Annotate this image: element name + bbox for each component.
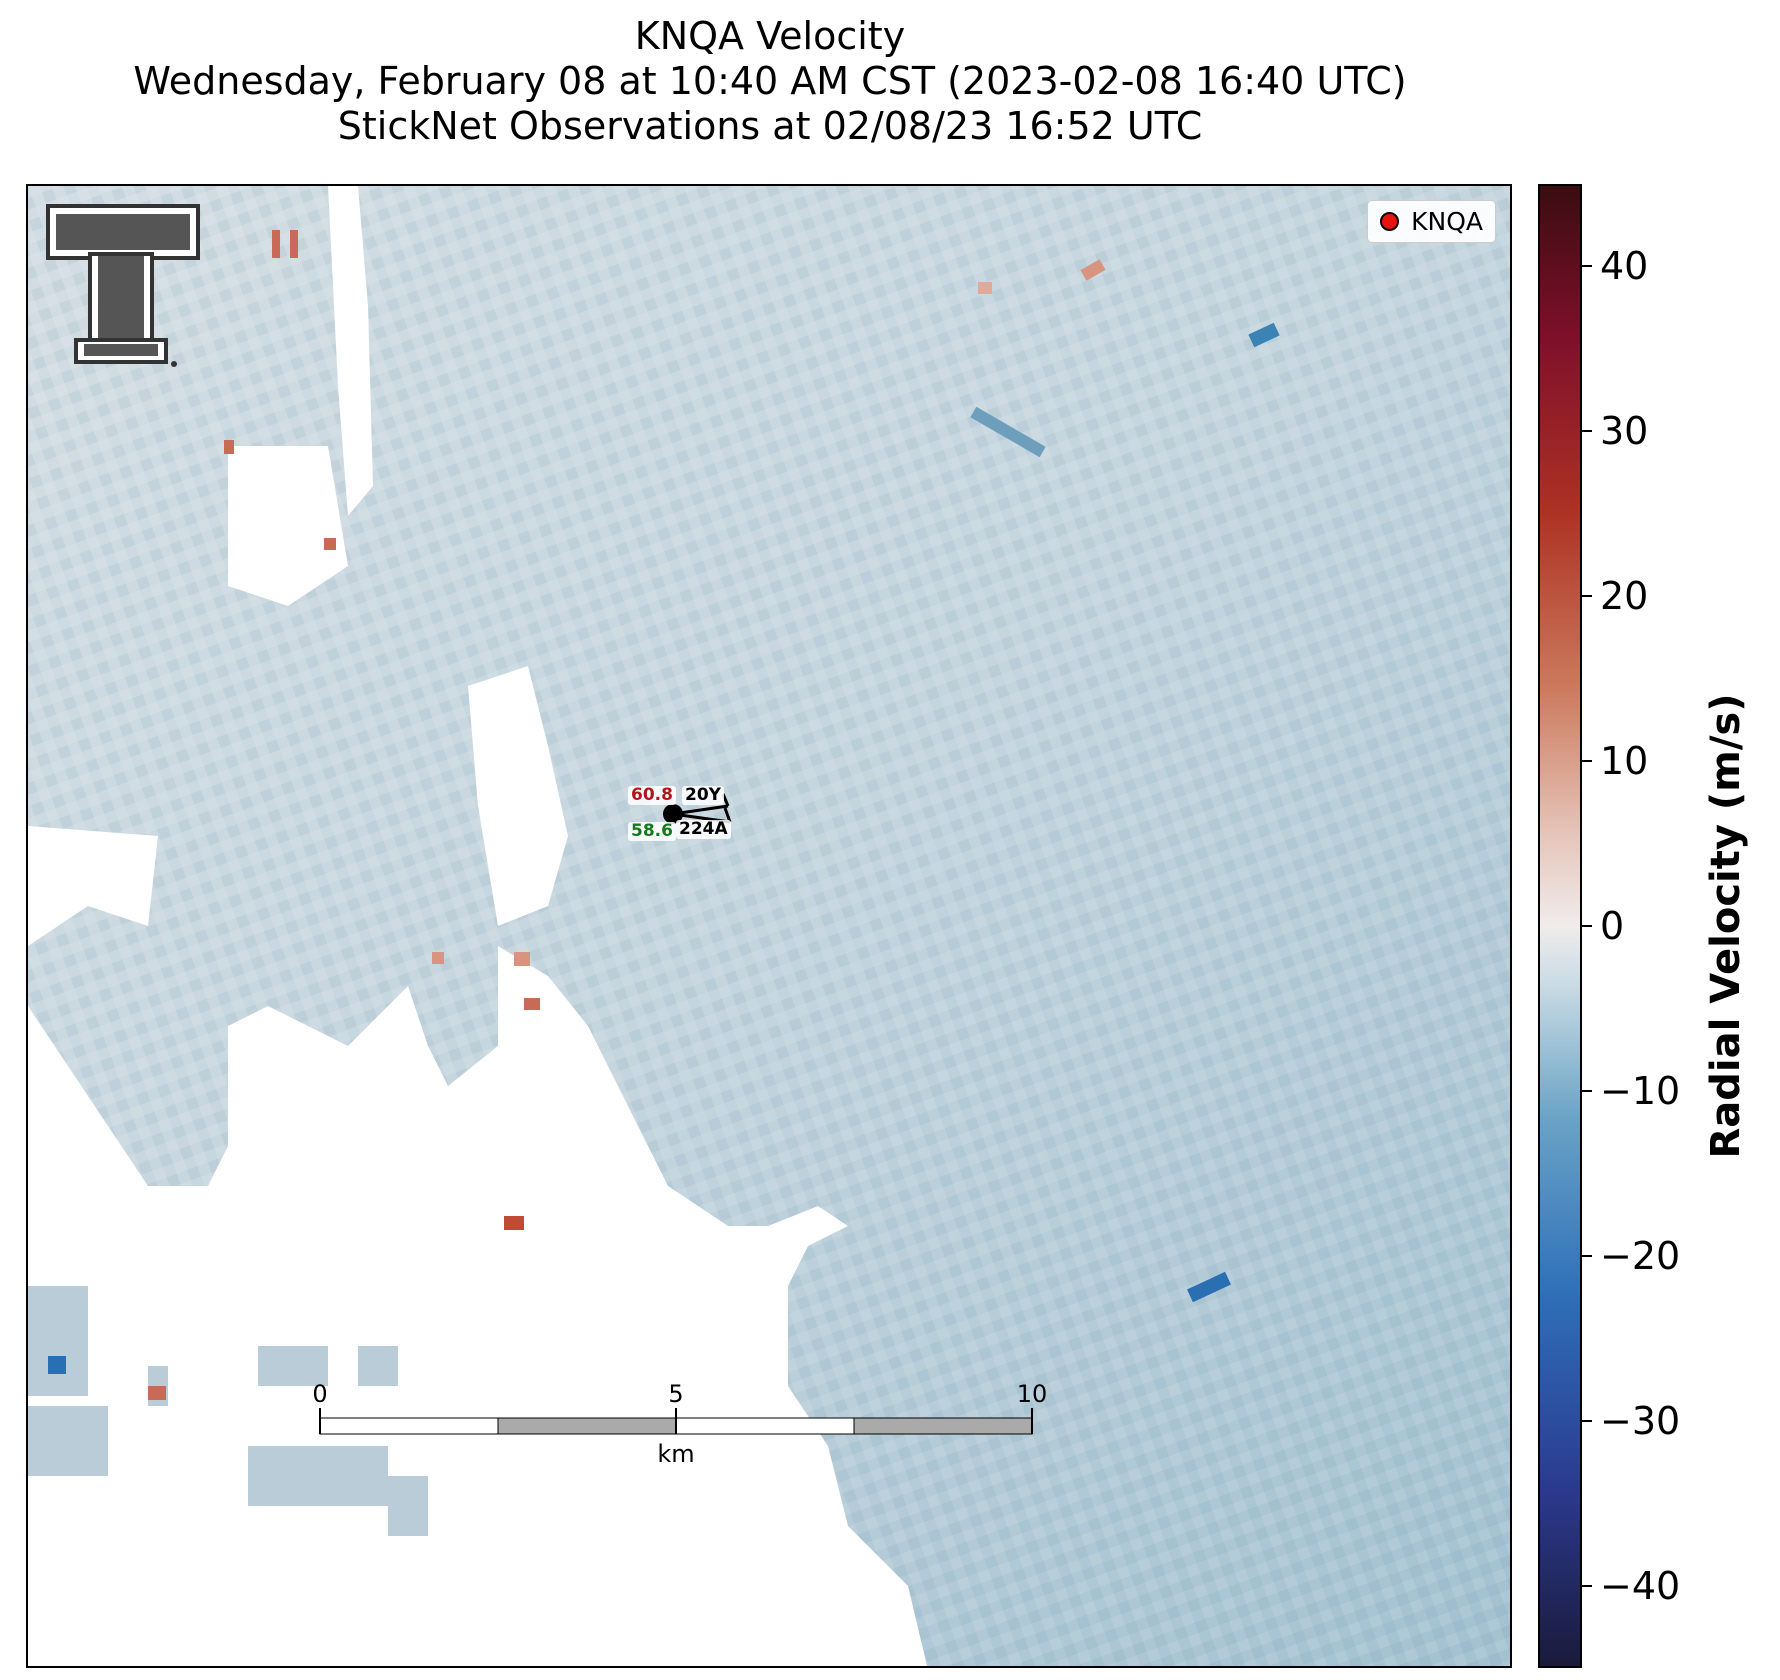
colorbar-tick-label: −40 — [1600, 1563, 1681, 1608]
scale-tick-10: 10 — [1017, 1380, 1048, 1408]
title-line-2: Wednesday, February 08 at 10:40 AM CST (… — [133, 59, 1407, 103]
echo-gap-center — [468, 666, 568, 926]
legend-label: KNQA — [1411, 207, 1483, 236]
station-id-bottom: 224A — [676, 820, 731, 839]
scale-tick-0: 0 — [312, 1380, 327, 1408]
station-id-top: 20Y — [682, 786, 724, 805]
velocity-colorbar — [1538, 184, 1582, 1668]
colorbar-tick-mark — [1582, 1254, 1592, 1257]
echo-gap-southwest — [28, 826, 158, 946]
colorbar-tick-label: 40 — [1600, 244, 1649, 289]
texas-tech-double-t-logo — [46, 204, 200, 367]
echo-cluster-southwest — [28, 1286, 428, 1536]
radar-site-marker-icon — [1380, 212, 1400, 231]
colorbar-tick-label: 20 — [1600, 574, 1649, 619]
scale-tick-5: 5 — [668, 1380, 683, 1408]
radar-map-panel[interactable]: 0 5 10 km 60.8 58.6 20Y 224A KNQA — [26, 184, 1512, 1668]
echo-gap-north — [328, 186, 373, 516]
colorbar-title: Radial Velocity (m/s) — [1703, 693, 1749, 1159]
colorbar-tick-mark — [1582, 1419, 1592, 1422]
colorbar-tick-label: 0 — [1600, 904, 1625, 948]
colorbar-tick-label: 10 — [1600, 739, 1649, 784]
colorbar-tick-mark — [1582, 265, 1592, 268]
colorbar-tick-mark — [1582, 1584, 1592, 1587]
colorbar-tick-mark — [1582, 1089, 1592, 1092]
colorbar-tick-label: −10 — [1600, 1068, 1681, 1113]
radar-velocity-field: 0 5 10 km — [28, 186, 1510, 1666]
station-temperature: 60.8 — [628, 786, 676, 805]
scale-unit: km — [657, 1440, 694, 1468]
colorbar-tick-mark — [1582, 760, 1592, 763]
station-dewpoint: 58.6 — [628, 822, 676, 841]
map-title: KNQA Velocity Wednesday, February 08 at … — [0, 14, 1540, 149]
colorbar-tick-mark — [1582, 430, 1592, 433]
map-legend: KNQA — [1367, 200, 1496, 243]
colorbar-tick-label: −30 — [1600, 1398, 1681, 1443]
colorbar-tick-label: 30 — [1600, 409, 1649, 454]
title-line-3: StickNet Observations at 02/08/23 16:52 … — [337, 104, 1203, 148]
colorbar-tick-mark — [1582, 595, 1592, 598]
scale-bar: 0 5 10 km — [312, 1380, 1047, 1468]
echo-gap-west — [228, 446, 348, 606]
colorbar-tick-label: −20 — [1600, 1233, 1681, 1278]
colorbar-tick-mark — [1582, 925, 1592, 927]
title-line-1: KNQA Velocity — [634, 14, 906, 58]
